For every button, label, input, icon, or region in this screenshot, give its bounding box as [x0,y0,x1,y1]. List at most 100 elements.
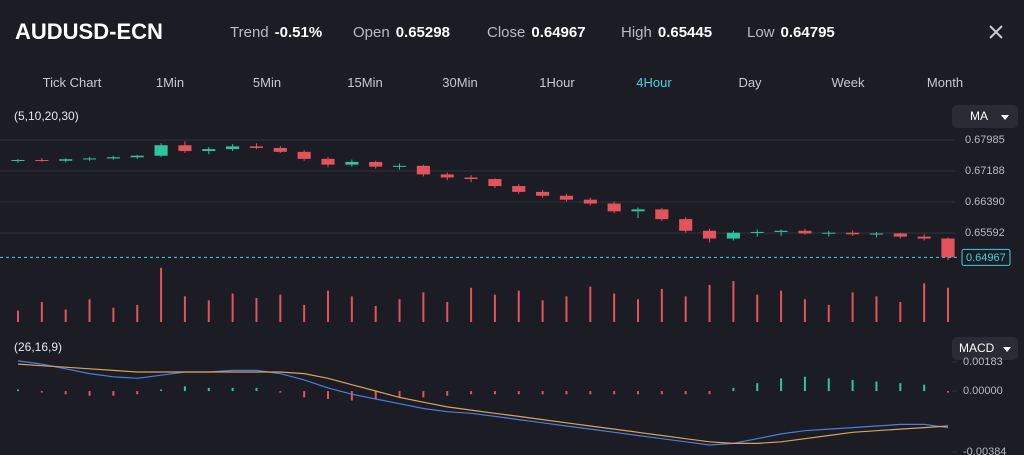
macd-histogram [40,391,43,393]
ma-params: (5,10,20,30) [14,109,79,123]
macd-histogram [732,387,735,392]
macd-histogram [923,384,926,392]
volume-bar [803,299,806,322]
candle-body [202,149,216,152]
macd-histogram [899,383,902,392]
candle-body [774,230,788,232]
volume-bar [493,294,496,322]
candle-body [130,155,144,158]
volume-bar [684,296,687,322]
timeframe-tab[interactable]: 5Min [252,75,282,90]
candle-body [106,157,120,159]
timeframe-tab[interactable]: 15Min [347,75,383,90]
caret [1003,347,1011,352]
volume-bar [589,286,592,322]
volume-bar [613,293,616,322]
volume-bar [541,300,544,322]
candle-body [154,145,168,156]
y-tick-label: 0.67188 [965,165,1005,177]
volume-bar [899,302,902,322]
volume-bar [279,294,282,322]
macd-histogram [827,378,830,392]
candle-body [369,161,383,167]
timeframe-tab[interactable]: Week [831,75,865,90]
candle-body [822,232,836,234]
candle-body [11,160,25,161]
candle-body [178,145,192,152]
macd-histogram [374,391,377,399]
volume-bar [64,309,67,322]
volume-bar [446,302,449,322]
last-price-label: 0.64967 [966,252,1006,264]
close-button[interactable] [989,25,1003,39]
volume-bar [303,304,306,322]
macd-line [17,360,949,446]
volume-bar [660,288,663,322]
macd-histogram [541,391,544,395]
macd-histogram [183,386,186,392]
volume-bar [17,310,19,322]
stat-label: Trend [230,24,269,41]
candle-body [536,191,550,196]
candle-body [846,232,860,235]
macd-histogram [589,391,592,395]
macd-histogram [160,389,163,392]
candle-body [249,146,264,148]
macd-label[interactable]: MACD [959,341,995,355]
macd-histogram [136,391,139,395]
macd-params: (26,16,9) [14,340,62,354]
volume-bar [565,296,568,322]
volume-bar [470,287,473,322]
volume-bar [875,296,878,322]
macd-dropdown[interactable] [952,337,1018,360]
ma-dropdown[interactable] [952,105,1018,128]
macd-histogram [303,391,306,398]
timeframe-tab[interactable]: Day [738,75,762,90]
volume-bar [827,304,830,322]
candle-body [917,236,931,239]
timeframe-tab[interactable]: Tick Chart [42,75,102,90]
volume-bar [40,302,43,322]
candle-body [607,203,621,212]
macd-histogram [613,391,616,395]
candle-body [702,230,717,239]
macd-histogram [780,378,783,392]
macd-histogram [350,391,353,401]
volume-bar [255,298,258,322]
stat-value: -0.51% [274,24,323,41]
macd-histogram [17,389,19,392]
candle-body [59,159,73,161]
candle-body [559,195,574,200]
volume-bar [231,293,234,322]
volume-bar [327,290,329,322]
candle-body [297,151,311,159]
candle-body [488,179,502,187]
stat-value: 0.64795 [780,24,835,41]
y-tick-label: -0.00384 [963,446,1006,455]
stat-label: Close [487,24,526,41]
timeframe-tab[interactable]: 1Min [155,75,185,90]
y-tick-label: 0.00000 [963,385,1003,397]
volume-bar [947,287,949,322]
candle-body [869,233,884,235]
candle-body [893,233,907,237]
stat-value: 0.64967 [531,24,586,41]
volume-bar [88,299,91,322]
macd-histogram [64,391,67,395]
timeframe-tab[interactable]: 30Min [442,75,478,90]
timeframe-tab[interactable]: 1Hour [539,75,575,90]
timeframe-tab[interactable]: Month [926,75,964,90]
timeframe-tab[interactable]: 4Hour [636,75,672,90]
volume-bar [207,300,210,322]
macd-histogram [422,391,425,398]
stat-value: 0.65445 [657,24,713,41]
candle-body [82,158,97,160]
volume-bar [136,304,139,322]
macd-histogram [708,391,711,395]
volume-bar [422,292,425,322]
volume-bar [923,283,926,322]
ma-label[interactable]: MA [970,109,988,123]
caret [1001,115,1009,120]
